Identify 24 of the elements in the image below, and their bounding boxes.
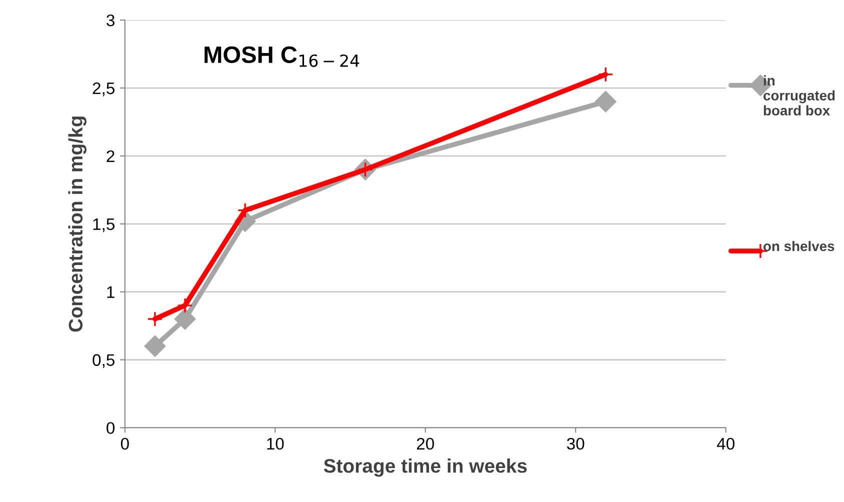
x-tick-label: 10 <box>267 438 284 450</box>
y-tick-label: 2,5 <box>92 82 114 96</box>
legend-label: in corrugated board box <box>764 75 835 116</box>
point <box>147 311 163 327</box>
y-tick-label: 1 <box>107 286 114 298</box>
point <box>144 336 166 357</box>
x-tick-label: 40 <box>716 438 734 450</box>
text: MOSH C$_{16−24}$ <box>204 46 360 67</box>
point <box>174 308 196 330</box>
legend-label: on shelves <box>764 240 834 252</box>
y-tick-label: 0,5 <box>92 354 114 368</box>
y-tick-label: 3 <box>106 14 114 26</box>
y-tick-label: 1,5 <box>93 218 114 232</box>
x-tick-label: 30 <box>566 438 584 450</box>
point <box>177 298 193 314</box>
y-axis-title: Concentration in mg/kg <box>68 116 86 332</box>
x-tick-label: 20 <box>416 438 434 450</box>
y-tick-label: 2 <box>106 150 114 162</box>
point <box>237 202 253 218</box>
y-tick-label: 0 <box>106 422 115 434</box>
x-tick-label: 0 <box>120 438 129 450</box>
point <box>598 66 614 82</box>
x-axis-title: Storage time in weeks <box>324 458 527 477</box>
point <box>595 90 616 112</box>
